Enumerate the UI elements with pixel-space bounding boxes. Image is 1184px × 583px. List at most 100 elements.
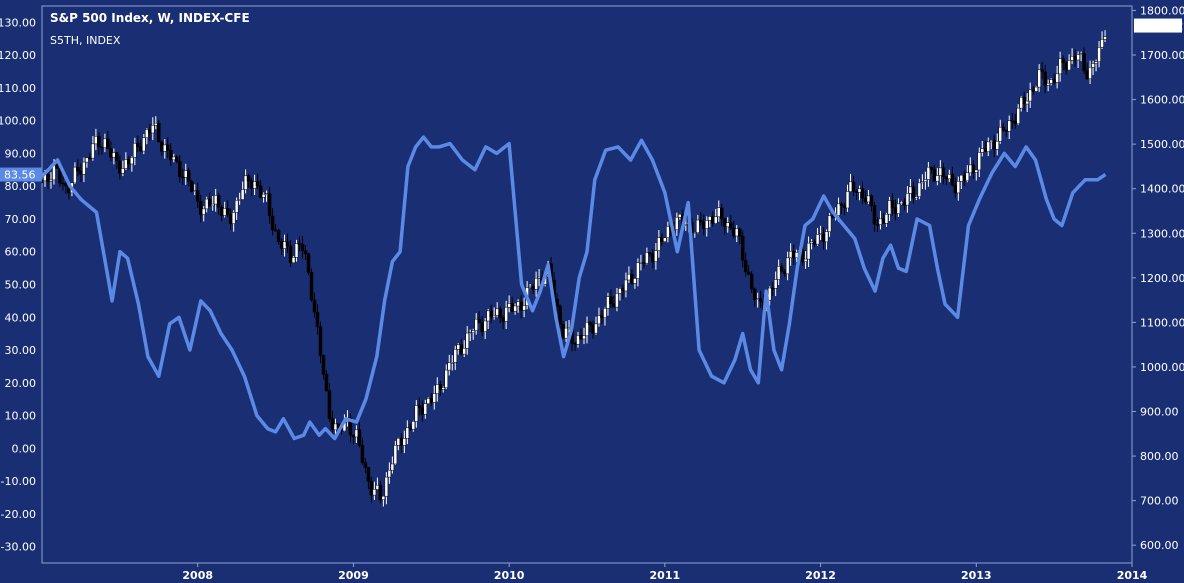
candle-body <box>678 213 682 218</box>
candle-body <box>941 167 946 177</box>
candle-body <box>851 181 856 192</box>
left-last-value-text: 83.56 <box>4 169 36 182</box>
candle-body <box>154 123 158 126</box>
left-axis: 130.00 120.00 110.00 100.00 90.00 80.00 70.00 6… <box>0 16 36 553</box>
candle-body <box>73 166 77 184</box>
candle-body <box>1076 54 1080 61</box>
candle-body <box>450 362 454 364</box>
candle-body <box>495 308 499 316</box>
candle-body <box>303 250 308 254</box>
candle-body <box>172 156 176 161</box>
candle-body <box>474 318 478 331</box>
candle-body <box>627 273 631 281</box>
candle-body <box>977 152 982 171</box>
candle-body <box>890 200 895 208</box>
candle-body <box>920 181 925 184</box>
candle-body <box>537 276 541 279</box>
candle-body <box>1085 70 1089 80</box>
candle-body <box>145 129 149 138</box>
candle-body <box>201 208 206 215</box>
line-series-path <box>40 135 1107 441</box>
candle-body <box>1088 67 1092 80</box>
candle-body <box>186 170 191 182</box>
candle-body <box>423 403 428 415</box>
candle-body <box>657 237 661 251</box>
candle-body <box>55 163 59 169</box>
candle-body <box>648 252 652 254</box>
candle-body <box>88 157 92 159</box>
candle-body <box>258 185 263 198</box>
candle-body <box>561 323 565 339</box>
candle-body <box>1013 120 1017 125</box>
candle-body <box>986 141 991 152</box>
candle-body <box>947 174 952 180</box>
candle-body <box>1064 62 1068 71</box>
candle-body <box>905 193 910 206</box>
left-tick-label: -30.00 <box>1 541 36 554</box>
candle-body <box>702 221 706 229</box>
candle-body <box>720 207 724 219</box>
candle-body <box>480 322 484 333</box>
candle-body <box>309 272 314 301</box>
left-tick-label: 120.00 <box>0 49 36 62</box>
candle-body <box>519 301 523 311</box>
candle-body <box>983 148 988 152</box>
candle-body <box>222 208 227 216</box>
candle-body <box>860 188 865 199</box>
candle-body <box>381 495 386 500</box>
candle-body <box>282 241 287 249</box>
right-tick-label: 700.00 <box>1140 495 1179 508</box>
candle-body <box>591 324 595 334</box>
candle-body <box>387 469 392 478</box>
candle-body <box>447 362 452 371</box>
candle-body <box>94 136 98 145</box>
candle-body <box>956 181 961 194</box>
candle-body <box>459 344 463 355</box>
candle-body <box>812 241 817 245</box>
candle-body <box>896 203 901 214</box>
left-tick-label: 90.00 <box>5 147 37 160</box>
candle-body <box>902 201 907 206</box>
candle-body <box>183 170 188 178</box>
candle-body <box>660 237 664 242</box>
candle-body <box>779 266 784 272</box>
candle-body <box>1004 129 1008 132</box>
candle-body <box>163 144 167 152</box>
x-tick-label: 2012 <box>805 569 836 582</box>
candle-body <box>1058 58 1062 75</box>
candle-body <box>588 321 592 325</box>
candle-body <box>432 393 437 403</box>
left-tick-label: 10.00 <box>5 410 37 423</box>
candle-body <box>213 195 218 205</box>
candle-body <box>806 242 811 260</box>
candle-body <box>917 182 922 197</box>
candle-body <box>705 220 709 229</box>
candle-body <box>1007 120 1011 132</box>
candle-body <box>743 259 748 273</box>
candle-body <box>932 168 937 182</box>
candle-body <box>606 296 610 309</box>
candle-body <box>151 125 155 134</box>
candle-body <box>594 323 598 334</box>
candle-body <box>103 138 107 149</box>
candle-body <box>923 179 928 182</box>
candle-body <box>306 253 311 273</box>
candle-body <box>573 342 577 345</box>
candle-body <box>1034 86 1038 92</box>
candle-body <box>1073 56 1077 61</box>
candle-body <box>142 137 146 152</box>
candle-body <box>974 169 979 173</box>
candle-body <box>441 387 446 390</box>
candle-body <box>1070 56 1074 61</box>
candle-body <box>654 250 658 262</box>
candle-body <box>866 195 871 203</box>
candle-body <box>782 270 787 275</box>
candle-body <box>854 191 859 193</box>
candle-body <box>908 186 913 194</box>
candle-body <box>564 327 568 339</box>
candle-body <box>264 193 269 195</box>
candle-body <box>477 318 481 324</box>
candle-body <box>773 279 778 289</box>
